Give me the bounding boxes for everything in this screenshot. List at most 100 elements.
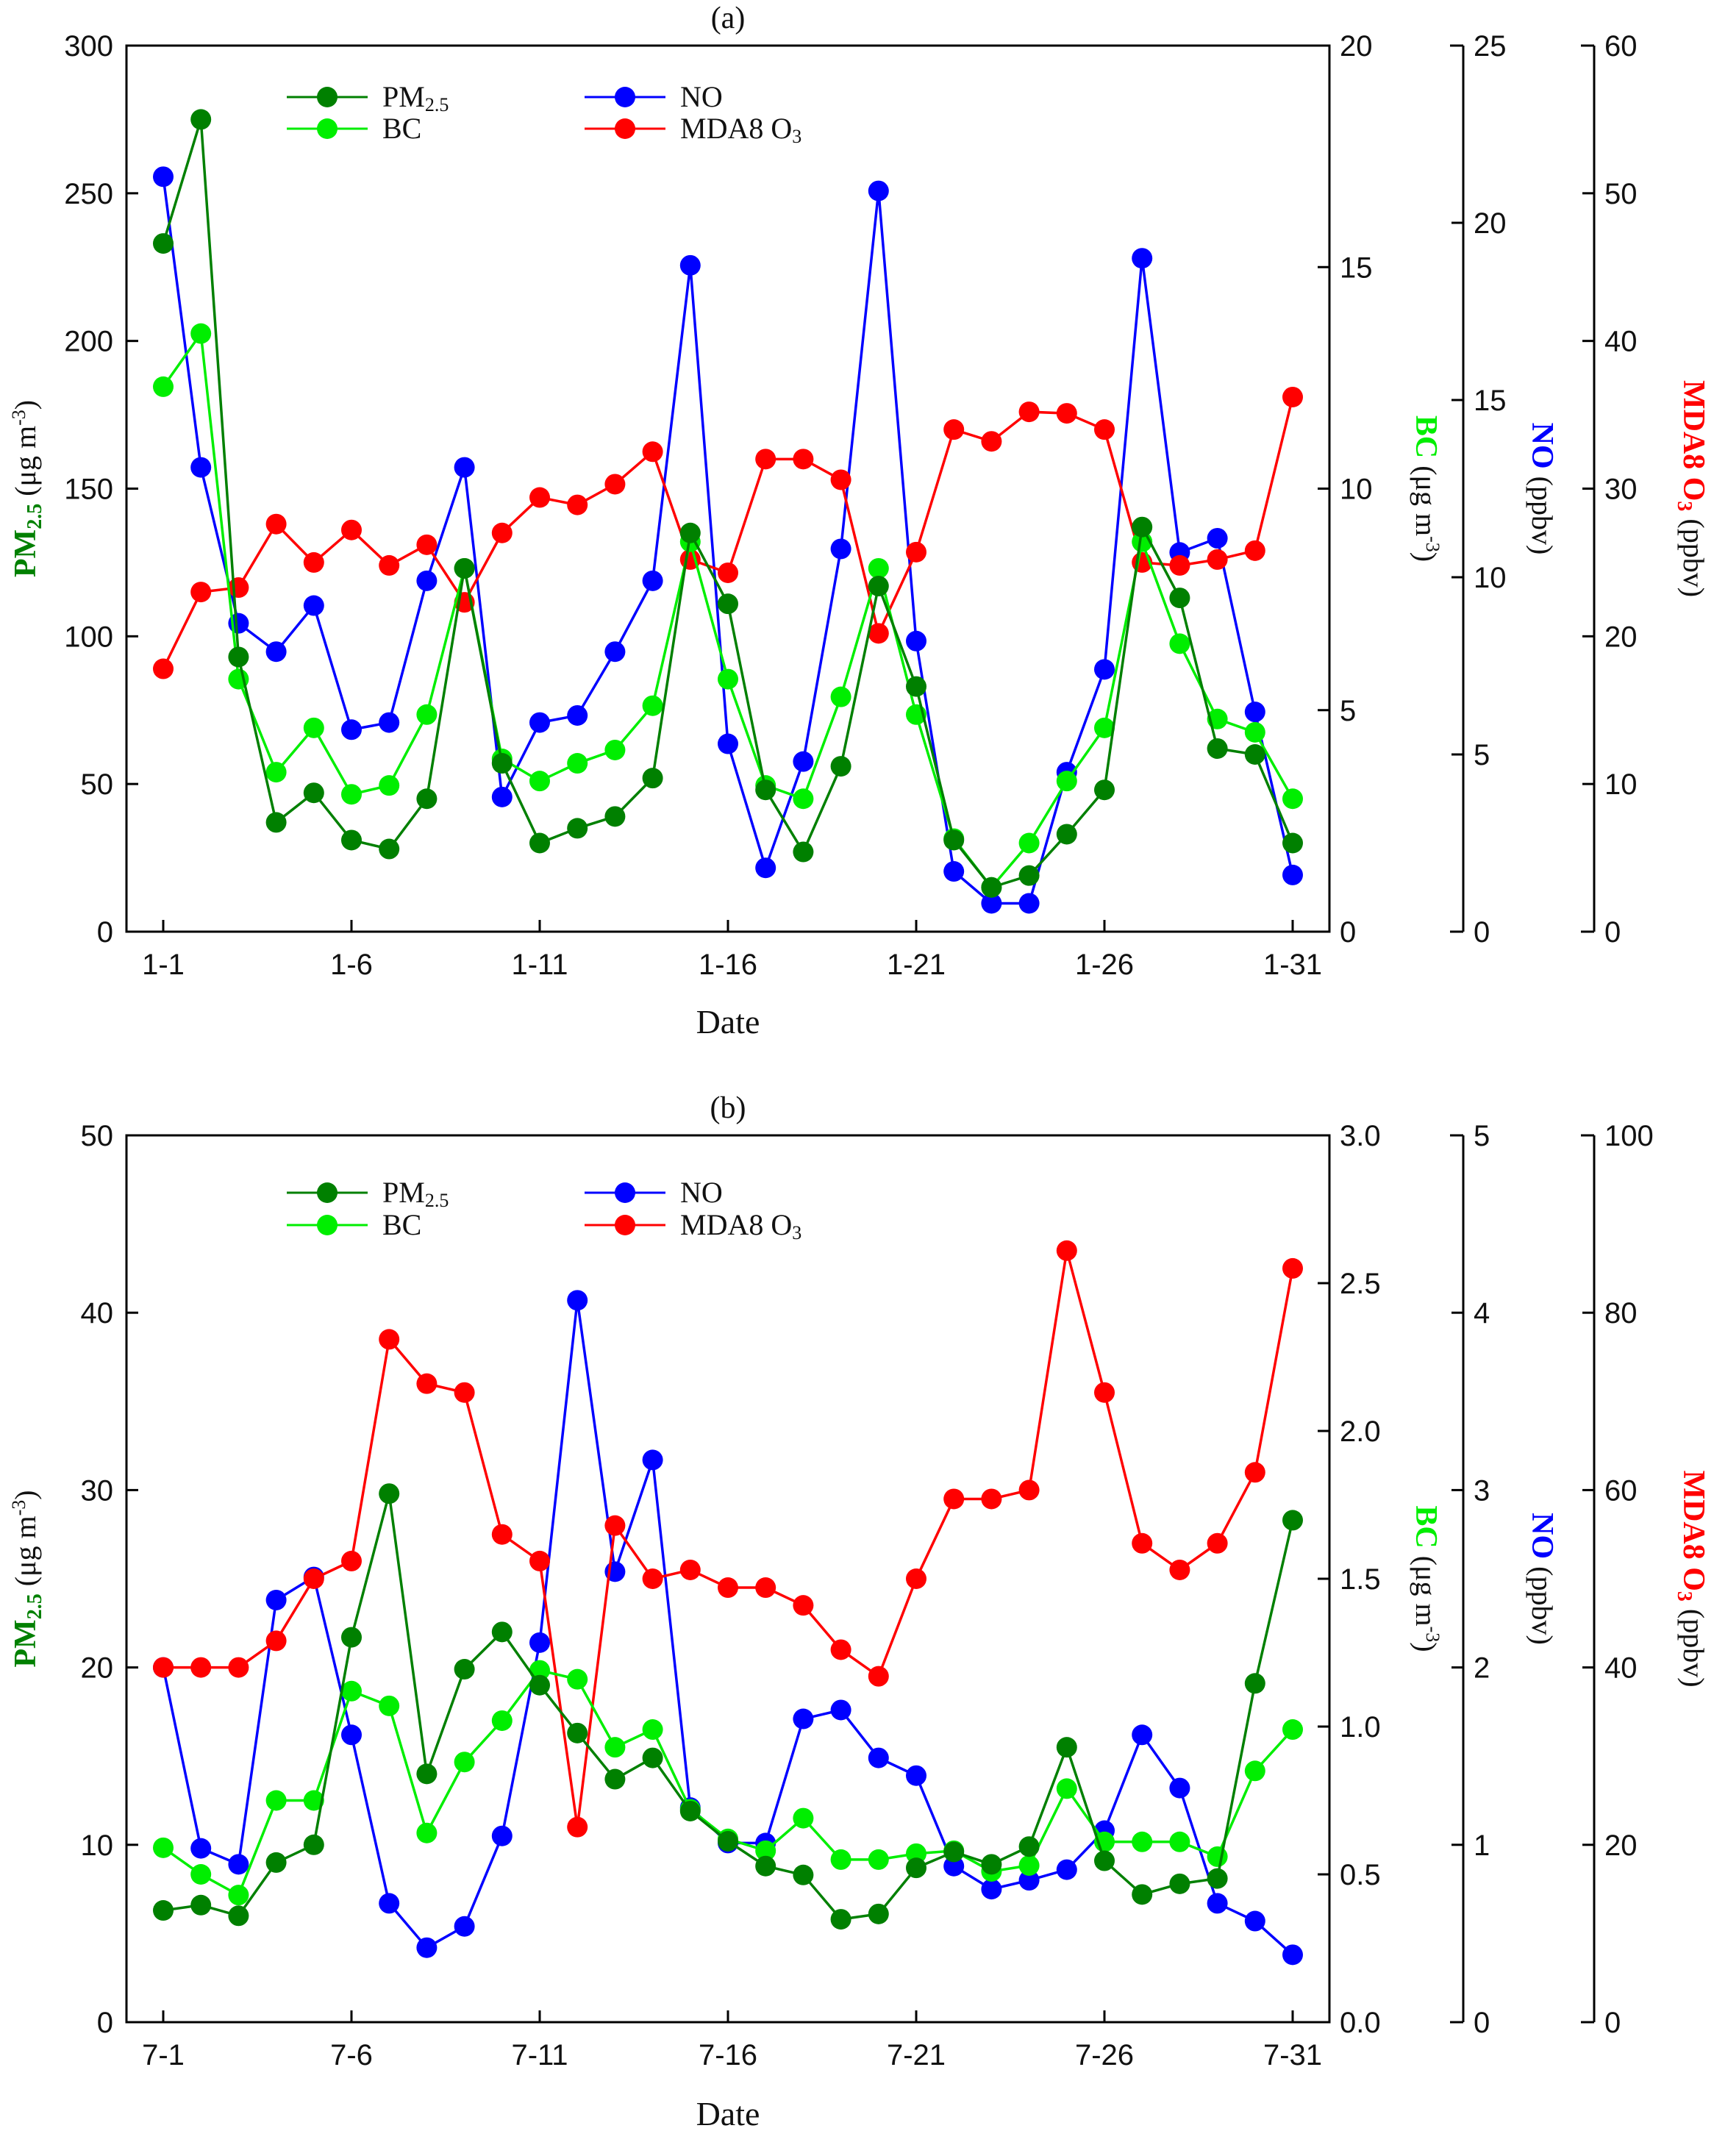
data-point-bc — [341, 1680, 362, 1702]
data-point-no — [379, 1893, 400, 1914]
data-point-o3 — [718, 562, 738, 583]
data-point-pm — [454, 1659, 475, 1680]
data-point-pm — [642, 1747, 663, 1768]
series-pm — [153, 1483, 1303, 1930]
no-tick-label: 5 — [1474, 739, 1490, 771]
data-point-pm — [1132, 1884, 1153, 1905]
bc-axis-label-sup: -3 — [1422, 536, 1443, 552]
data-point-no — [1244, 1910, 1265, 1932]
x-tick-label: 7-31 — [1263, 2039, 1322, 2071]
data-point-no — [1094, 659, 1115, 680]
data-point-pm — [529, 832, 550, 854]
data-point-pm — [642, 768, 663, 789]
data-point-pm — [379, 838, 400, 860]
bc-axis-label-end: ) — [1410, 1642, 1443, 1652]
x-tick-label: 1-31 — [1263, 949, 1322, 981]
chart-panel-0: (a)0501001502002503000510152005101520250… — [8, 1, 1710, 1040]
data-point-o3 — [491, 522, 513, 543]
legend-label-no: NO — [680, 1176, 723, 1209]
data-point-o3 — [642, 441, 663, 463]
bc-tick-label: 20 — [1340, 30, 1373, 63]
data-point-o3 — [868, 623, 889, 644]
bc-tick-label: 1.5 — [1340, 1563, 1381, 1596]
data-point-o3 — [379, 1329, 400, 1350]
o3-axis-label-main: MDA8 O — [1676, 380, 1710, 501]
pm-axis-label: PM2.5 (μg m-3) — [8, 1490, 46, 1667]
data-point-bc — [793, 788, 814, 810]
data-point-bc — [379, 1695, 400, 1716]
bc-tick-label: 10 — [1340, 474, 1373, 506]
data-point-no — [416, 570, 438, 591]
data-point-no — [906, 1765, 926, 1786]
o3-tick-label: 60 — [1604, 1474, 1638, 1507]
data-point-o3 — [906, 541, 926, 563]
data-point-bc — [868, 1849, 889, 1870]
data-point-bc — [642, 695, 663, 716]
series-o3 — [153, 386, 1303, 679]
data-point-bc — [755, 1840, 776, 1861]
data-point-pm — [491, 753, 513, 774]
data-point-bc — [303, 717, 324, 738]
data-point-bc — [718, 668, 738, 690]
data-point-pm — [981, 1854, 1002, 1875]
data-point-no — [604, 641, 626, 663]
data-point-bc — [416, 704, 438, 725]
data-point-no — [341, 1724, 362, 1746]
data-point-bc — [190, 1864, 212, 1885]
data-point-no — [567, 1290, 588, 1311]
data-point-pm — [228, 646, 249, 668]
data-point-o3 — [1018, 401, 1040, 423]
data-point-pm — [830, 1909, 851, 1930]
data-point-no — [341, 719, 362, 740]
o3-tick-label: 40 — [1604, 1652, 1638, 1685]
data-point-pm — [228, 1905, 249, 1927]
data-point-no — [1169, 1777, 1190, 1799]
bc-axis-label-main: BC — [1409, 415, 1443, 458]
pm-tick-label: 50 — [81, 1120, 114, 1152]
pm-axis-label-main: PM — [9, 1619, 43, 1667]
data-point-pm — [793, 841, 814, 863]
data-point-bc — [341, 784, 362, 805]
pm-tick-label: 10 — [81, 1830, 114, 1862]
data-point-o3 — [1169, 1559, 1190, 1580]
data-point-no — [1132, 1724, 1153, 1746]
data-point-no — [1282, 864, 1303, 885]
data-point-no — [153, 166, 174, 188]
no-tick-label: 0 — [1474, 2007, 1490, 2039]
data-point-pm — [1094, 779, 1115, 801]
data-point-bc — [567, 1668, 588, 1690]
o3-axis-label-sub: 3 — [1673, 1591, 1696, 1602]
legend-marker-no — [615, 87, 635, 107]
legend-marker-o3 — [615, 1215, 635, 1235]
data-point-bc — [416, 1822, 438, 1843]
data-point-bc — [303, 1790, 324, 1811]
bc-axis-label-end: ) — [1410, 552, 1443, 562]
data-point-pm — [153, 233, 174, 254]
pm-axis-label-unit: (μg m — [9, 1516, 42, 1593]
legend-marker-pm — [317, 87, 338, 107]
data-point-o3 — [943, 1488, 965, 1510]
data-point-no — [906, 630, 926, 652]
data-point-bc — [1282, 788, 1303, 810]
data-point-no — [265, 1589, 287, 1610]
pm-tick-label: 200 — [64, 326, 113, 358]
legend-marker-no — [615, 1182, 635, 1203]
no-axis-label-unit: (ppbv) — [1526, 469, 1559, 555]
legend-label-bc: BC — [382, 1208, 421, 1241]
data-point-o3 — [1056, 403, 1077, 424]
data-point-no — [793, 751, 814, 772]
data-point-o3 — [228, 577, 249, 599]
no-tick-label: 1 — [1474, 1830, 1490, 1862]
data-point-bc — [1056, 771, 1077, 792]
data-point-no — [1282, 1944, 1303, 1966]
legend-marker-bc — [317, 1215, 338, 1235]
series-o3 — [153, 1240, 1303, 1838]
o3-tick-label: 80 — [1604, 1297, 1638, 1329]
data-point-bc — [190, 323, 212, 344]
data-point-no — [454, 1916, 475, 1937]
data-point-o3 — [604, 474, 626, 495]
data-point-o3 — [303, 1568, 324, 1589]
pm-tick-label: 250 — [64, 178, 113, 210]
data-point-o3 — [341, 519, 362, 540]
